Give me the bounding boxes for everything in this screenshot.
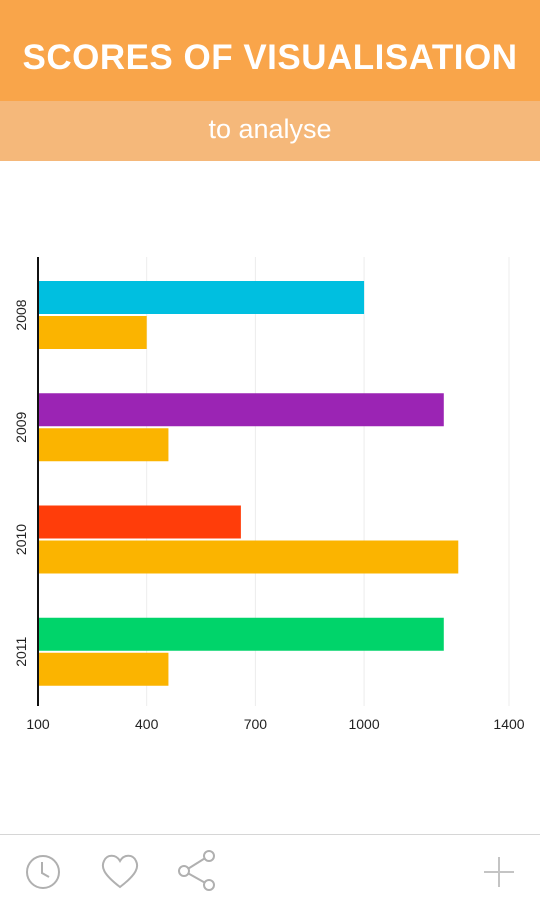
category-label-2008: 2008 [13,299,29,330]
bar-2008-1 [38,281,365,314]
bar-2008-2 [38,316,147,349]
plus-icon[interactable] [474,843,524,893]
clock-icon[interactable] [18,843,68,893]
app-header: SCORES OF VISUALISATION [0,0,540,101]
x-tick-label: 400 [135,716,159,732]
bar-chart: 2008 2009 2010 2011 100 400 700 1000 1400 [13,257,525,732]
bar-2010-2 [38,540,459,574]
bar-2009-2 [38,428,169,462]
bar-2009-1 [38,393,444,427]
bottom-toolbar [0,834,540,901]
x-tick-label: 1400 [493,716,524,732]
x-tick-label: 100 [26,716,50,732]
heart-icon[interactable] [95,843,145,893]
category-label-2010: 2010 [13,524,29,555]
category-label-2009: 2009 [13,411,29,442]
bar-2010-1 [38,505,241,539]
category-label-2011: 2011 [13,636,29,666]
page-title: SCORES OF VISUALISATION [22,37,518,77]
page-subtitle: to analyse [208,113,332,144]
x-tick-label: 1000 [348,716,379,732]
page-subheader: to analyse [0,101,540,161]
x-tick-label: 700 [244,716,268,732]
share-icon[interactable] [172,843,222,893]
bar-2011-1 [38,617,444,651]
bar-2011-2 [38,652,169,686]
